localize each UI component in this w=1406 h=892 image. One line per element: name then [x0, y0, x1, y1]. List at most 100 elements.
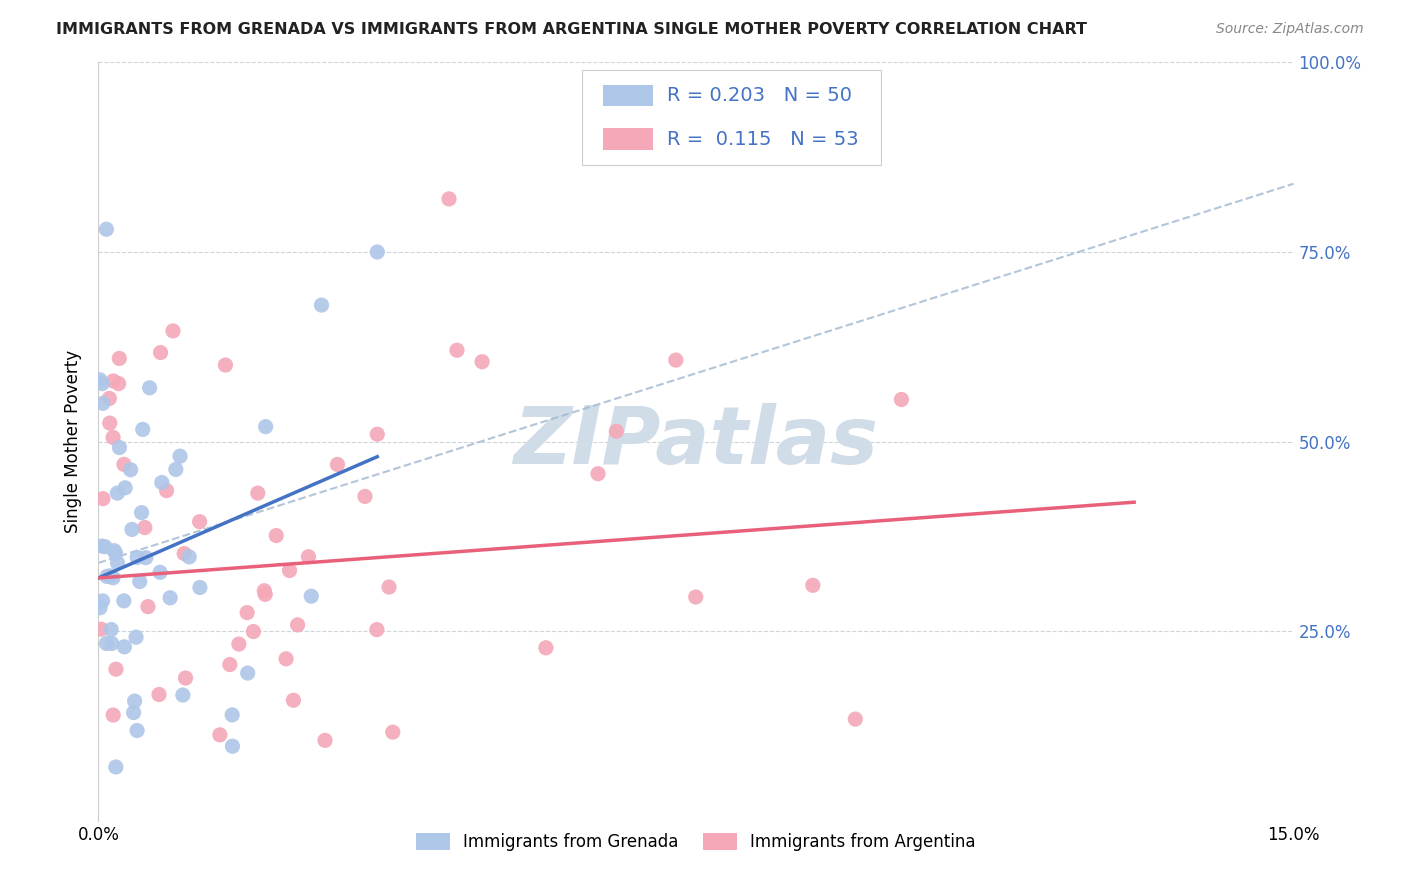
Point — [159, 591, 181, 605]
Point — [103, 374, 125, 388]
Point — [112, 594, 135, 608]
Point — [135, 550, 157, 565]
Point — [264, 528, 287, 542]
Point — [242, 624, 264, 639]
Point — [354, 490, 377, 504]
Point — [149, 345, 172, 359]
Point — [366, 427, 388, 442]
Point — [221, 707, 243, 722]
Point — [98, 569, 121, 583]
Point — [169, 449, 191, 463]
Text: IMMIGRANTS FROM GRENADA VS IMMIGRANTS FROM ARGENTINA SINGLE MOTHER POVERTY CORRE: IMMIGRANTS FROM GRENADA VS IMMIGRANTS FR… — [56, 22, 1087, 37]
Point — [101, 571, 124, 585]
Point — [91, 396, 114, 410]
Point — [274, 652, 297, 666]
Point — [605, 424, 627, 438]
Point — [299, 589, 322, 603]
Point — [174, 671, 197, 685]
Point — [586, 467, 609, 481]
Point — [120, 463, 142, 477]
Point — [287, 618, 309, 632]
Legend: Immigrants from Grenada, Immigrants from Argentina: Immigrants from Grenada, Immigrants from… — [409, 826, 983, 858]
Point — [218, 657, 240, 672]
Point — [366, 623, 388, 637]
Point — [148, 688, 170, 702]
Point — [326, 458, 349, 472]
Point — [105, 486, 128, 500]
Point — [236, 666, 259, 681]
Point — [214, 358, 236, 372]
Point — [104, 662, 127, 676]
Point — [208, 728, 231, 742]
Point — [173, 547, 195, 561]
Point — [253, 583, 276, 598]
Point — [96, 222, 118, 236]
Point — [685, 590, 707, 604]
Point — [125, 630, 148, 644]
Point — [162, 324, 184, 338]
Point — [801, 578, 824, 592]
Point — [132, 422, 155, 436]
Y-axis label: Single Mother Poverty: Single Mother Poverty — [65, 350, 83, 533]
Text: Source: ZipAtlas.com: Source: ZipAtlas.com — [1216, 22, 1364, 37]
Point — [844, 712, 866, 726]
Point — [91, 491, 114, 506]
FancyBboxPatch shape — [603, 128, 652, 150]
Point — [101, 636, 124, 650]
Point — [107, 376, 129, 391]
Point — [96, 569, 118, 583]
Point — [122, 706, 145, 720]
Point — [150, 475, 173, 490]
Point — [314, 733, 336, 747]
Point — [188, 515, 211, 529]
Text: R = 0.203   N = 50: R = 0.203 N = 50 — [668, 87, 852, 105]
Point — [254, 587, 277, 601]
Point — [91, 539, 114, 553]
Point — [297, 549, 319, 564]
Point — [104, 760, 127, 774]
Point — [283, 693, 305, 707]
Point — [378, 580, 401, 594]
Point — [107, 556, 129, 570]
Point — [446, 343, 468, 358]
Point — [91, 376, 114, 391]
Point — [149, 566, 172, 580]
Point — [127, 550, 149, 565]
Point — [101, 708, 124, 723]
Point — [311, 298, 333, 312]
Point — [221, 739, 243, 754]
Point — [104, 546, 127, 560]
Text: ZIPatlas: ZIPatlas — [513, 402, 879, 481]
Point — [236, 606, 259, 620]
Point — [91, 594, 114, 608]
Point — [534, 640, 557, 655]
Point — [278, 564, 301, 578]
Point — [165, 462, 187, 476]
Point — [89, 600, 111, 615]
Point — [437, 192, 460, 206]
Point — [101, 430, 124, 444]
Point — [124, 694, 146, 708]
Point — [134, 520, 156, 534]
Point — [114, 481, 136, 495]
Point — [131, 506, 153, 520]
Point — [98, 392, 121, 406]
Point — [125, 723, 148, 738]
Point — [100, 623, 122, 637]
Point — [103, 543, 125, 558]
Point — [366, 244, 388, 259]
Point — [890, 392, 912, 407]
Point — [96, 636, 118, 650]
Point — [121, 523, 143, 537]
Point — [228, 637, 250, 651]
Point — [138, 381, 160, 395]
Point — [381, 725, 404, 739]
Point — [179, 549, 201, 564]
Point — [471, 355, 494, 369]
Point — [155, 483, 177, 498]
Point — [90, 622, 112, 636]
Point — [136, 599, 159, 614]
FancyBboxPatch shape — [582, 70, 882, 165]
Point — [89, 373, 111, 387]
Point — [108, 441, 131, 455]
